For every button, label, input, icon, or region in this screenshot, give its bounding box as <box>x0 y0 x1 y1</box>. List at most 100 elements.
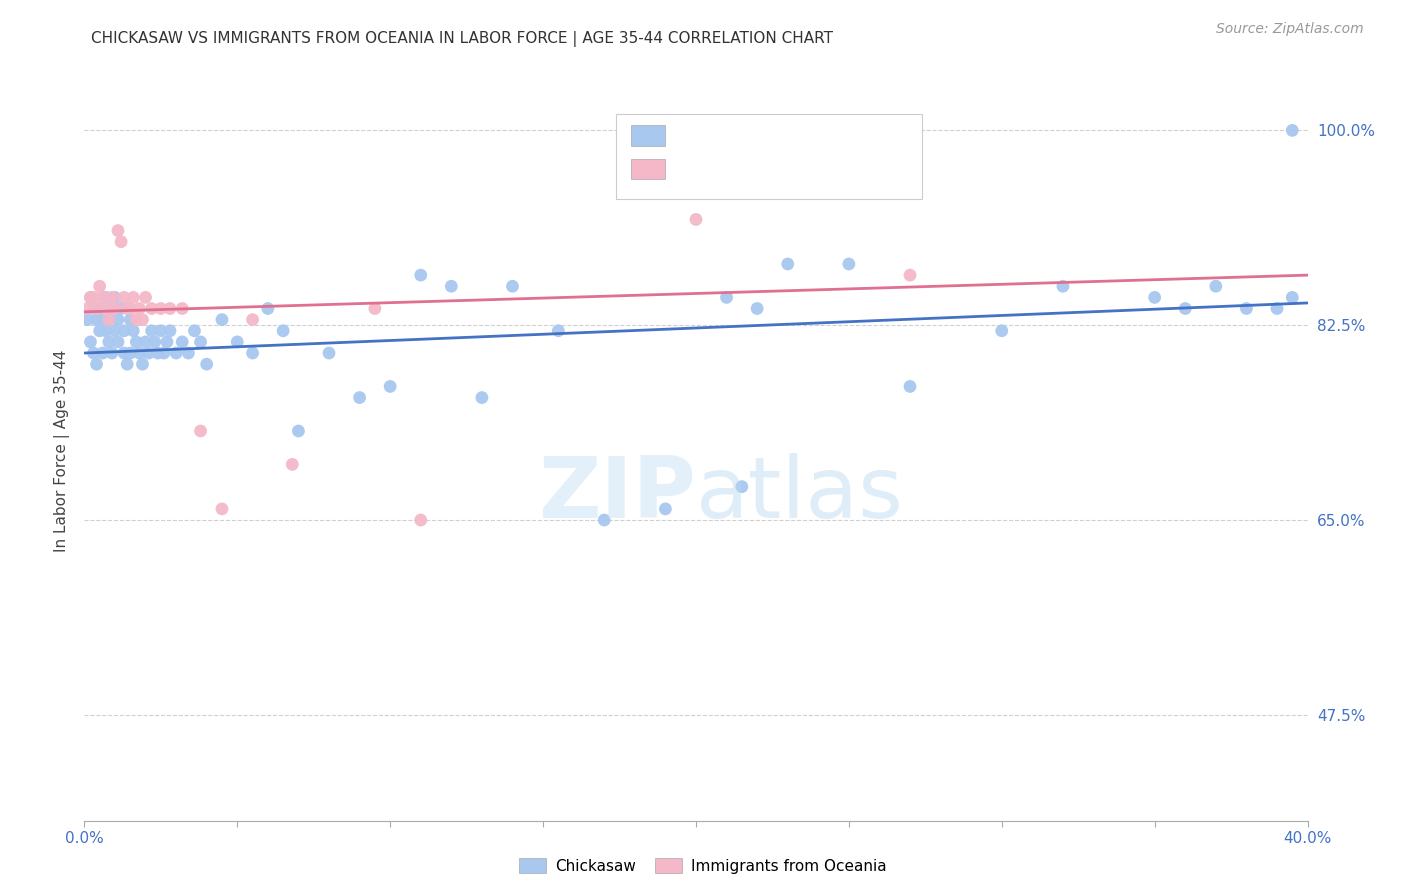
Point <box>149 301 172 316</box>
Point <box>120 346 142 360</box>
Point <box>101 290 124 304</box>
Point <box>112 290 135 304</box>
Point <box>281 458 304 472</box>
Point <box>89 324 111 338</box>
Point <box>76 312 98 326</box>
Point <box>128 301 150 316</box>
Point <box>716 290 738 304</box>
Point <box>287 424 309 438</box>
Point <box>318 346 340 360</box>
Point <box>101 346 124 360</box>
Point <box>97 312 120 326</box>
Point <box>104 301 127 316</box>
Point <box>257 301 280 316</box>
Y-axis label: In Labor Force | Age 35-44: In Labor Force | Age 35-44 <box>55 350 70 551</box>
Point <box>177 346 200 360</box>
Point <box>120 312 142 326</box>
Point <box>97 334 120 349</box>
Point <box>747 301 769 316</box>
Point <box>1205 279 1227 293</box>
Point <box>112 324 135 338</box>
Point <box>141 301 163 316</box>
Point <box>141 324 163 338</box>
Point <box>183 324 205 338</box>
Point <box>380 379 402 393</box>
Point <box>112 346 135 360</box>
Point <box>120 301 142 316</box>
Point <box>83 290 105 304</box>
Point <box>91 346 114 360</box>
Point <box>94 290 117 304</box>
Point <box>211 502 233 516</box>
Text: N = 32: N = 32 <box>803 161 865 178</box>
Point <box>838 257 860 271</box>
Point <box>101 301 124 316</box>
Text: R = 0.100: R = 0.100 <box>681 127 770 145</box>
Point <box>242 346 264 360</box>
Point <box>153 346 176 360</box>
Point <box>898 268 921 282</box>
Point <box>159 301 181 316</box>
Point <box>89 279 111 293</box>
FancyBboxPatch shape <box>616 113 922 199</box>
Point <box>159 324 181 338</box>
Point <box>110 235 132 249</box>
Point <box>83 346 105 360</box>
Text: Source: ZipAtlas.com: Source: ZipAtlas.com <box>1216 22 1364 37</box>
Point <box>271 324 294 338</box>
Point <box>1281 290 1303 304</box>
Point <box>1174 301 1197 316</box>
Point <box>115 357 138 371</box>
Point <box>349 391 371 405</box>
Point <box>211 312 233 326</box>
Point <box>731 480 754 494</box>
Point <box>409 513 432 527</box>
Point <box>131 312 153 326</box>
Point <box>79 334 101 349</box>
Text: atlas: atlas <box>696 453 904 536</box>
Point <box>409 268 432 282</box>
Text: CHICKASAW VS IMMIGRANTS FROM OCEANIA IN LABOR FORCE | AGE 35-44 CORRELATION CHAR: CHICKASAW VS IMMIGRANTS FROM OCEANIA IN … <box>91 31 834 47</box>
Point <box>991 324 1014 338</box>
Point <box>242 312 264 326</box>
Point <box>94 301 117 316</box>
Point <box>122 290 145 304</box>
Point <box>107 334 129 349</box>
Text: R = 0.098: R = 0.098 <box>681 161 770 178</box>
Point <box>190 334 212 349</box>
Point <box>1265 301 1288 316</box>
Point <box>86 312 108 326</box>
Point <box>104 324 127 338</box>
Point <box>1052 279 1074 293</box>
Point <box>138 346 160 360</box>
Point <box>593 513 616 527</box>
Point <box>654 502 676 516</box>
Point <box>128 346 150 360</box>
Point <box>135 334 157 349</box>
Legend: Chickasaw, Immigrants from Oceania: Chickasaw, Immigrants from Oceania <box>513 852 893 880</box>
Point <box>156 334 179 349</box>
Point <box>79 290 101 304</box>
Point <box>125 312 148 326</box>
FancyBboxPatch shape <box>631 126 665 146</box>
Point <box>165 346 187 360</box>
Text: N = 77: N = 77 <box>803 127 865 145</box>
Point <box>898 379 921 393</box>
Point <box>104 290 127 304</box>
Point <box>195 357 218 371</box>
Point <box>502 279 524 293</box>
Point <box>122 324 145 338</box>
Point <box>94 324 117 338</box>
Point <box>115 301 138 316</box>
Point <box>364 301 387 316</box>
Point <box>91 290 114 304</box>
Point <box>471 391 494 405</box>
Point <box>110 301 132 316</box>
Point <box>91 312 114 326</box>
Point <box>685 212 707 227</box>
Point <box>107 312 129 326</box>
Point <box>146 346 169 360</box>
Point <box>125 334 148 349</box>
Point <box>1281 123 1303 137</box>
Point <box>172 334 194 349</box>
